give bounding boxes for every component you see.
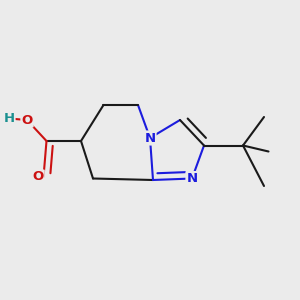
Text: O: O bbox=[21, 113, 33, 127]
Text: O: O bbox=[32, 170, 44, 184]
Text: N: N bbox=[144, 131, 156, 145]
Text: N: N bbox=[186, 172, 198, 185]
Text: H: H bbox=[3, 112, 15, 125]
